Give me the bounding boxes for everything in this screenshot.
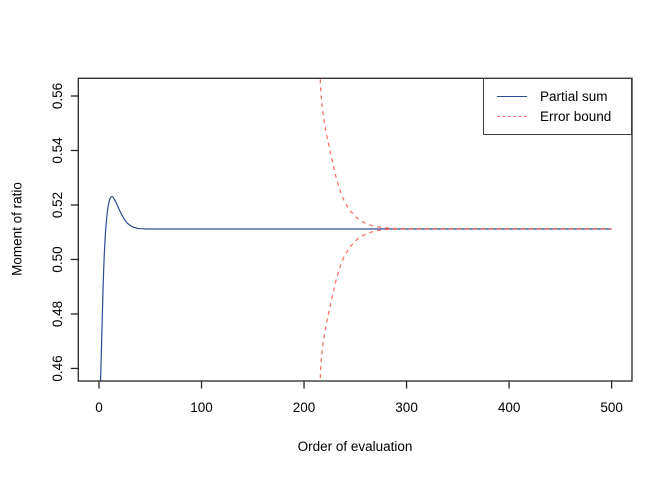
y-tick-label: 0.50 [50,246,65,272]
partial-sum-line-sample-icon [497,96,527,97]
x-tick-label: 500 [600,400,623,415]
y-tick-label: 0.48 [50,301,65,327]
y-tick-label: 0.52 [50,192,65,218]
error-bound-upper-line [319,78,612,230]
legend-label-partial-sum: Partial sum [540,89,608,104]
x-axis-title: Order of evaluation [297,439,413,454]
legend-item-partial-sum: Partial sum [484,88,631,105]
y-axis-title: Moment of ratio [9,182,24,276]
x-tick-label: 400 [498,400,521,415]
x-tick-label: 100 [190,400,213,415]
error-bound-lower-line [319,228,612,382]
partial-sum-line [99,196,612,382]
legend-item-error-bound: Error bound [484,108,631,125]
error-bound-line-sample-icon [497,116,527,117]
y-tick-label: 0.46 [50,355,65,381]
x-tick-label: 0 [95,400,103,415]
series-group [99,78,612,382]
legend-label-error-bound: Error bound [540,109,612,124]
y-tick-label: 0.54 [50,137,65,164]
x-tick-label: 300 [395,400,418,415]
legend: Partial sum Error bound [483,78,632,135]
y-tick-label: 0.56 [50,83,65,109]
x-tick-label: 200 [293,400,316,415]
plot-box [77,77,633,382]
